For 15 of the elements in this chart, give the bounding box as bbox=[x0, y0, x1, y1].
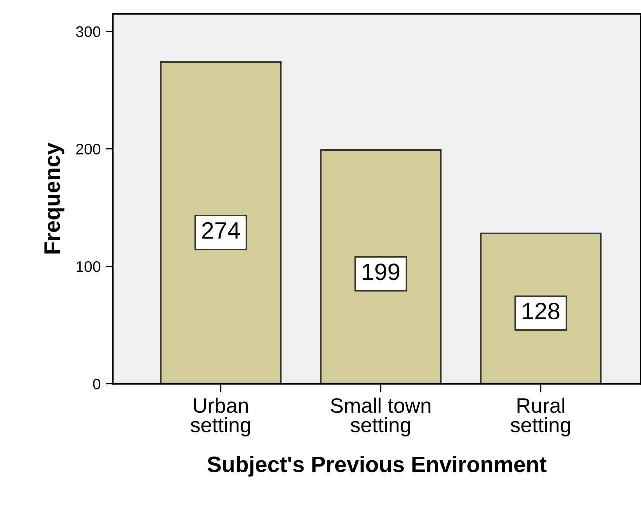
bar bbox=[480, 232, 602, 384]
y-tick-label: 100 bbox=[76, 261, 101, 272]
bar bbox=[160, 61, 282, 384]
x-axis-title: Subject's Previous Environment bbox=[208, 456, 547, 477]
y-axis-title: Frequency bbox=[44, 142, 65, 254]
data-label: 128 bbox=[523, 302, 560, 320]
x-tick-label: Urban setting bbox=[190, 398, 250, 437]
x-tick-label: Small town setting bbox=[331, 398, 431, 437]
bar bbox=[320, 149, 442, 384]
y-tick-label: 200 bbox=[76, 144, 101, 155]
data-label: 199 bbox=[363, 264, 400, 280]
data-label: 274 bbox=[202, 222, 240, 239]
y-tick-label: 300 bbox=[76, 26, 101, 38]
x-tick-label: Rural setting bbox=[510, 398, 570, 437]
y-tick-label: 0 bbox=[93, 378, 101, 390]
